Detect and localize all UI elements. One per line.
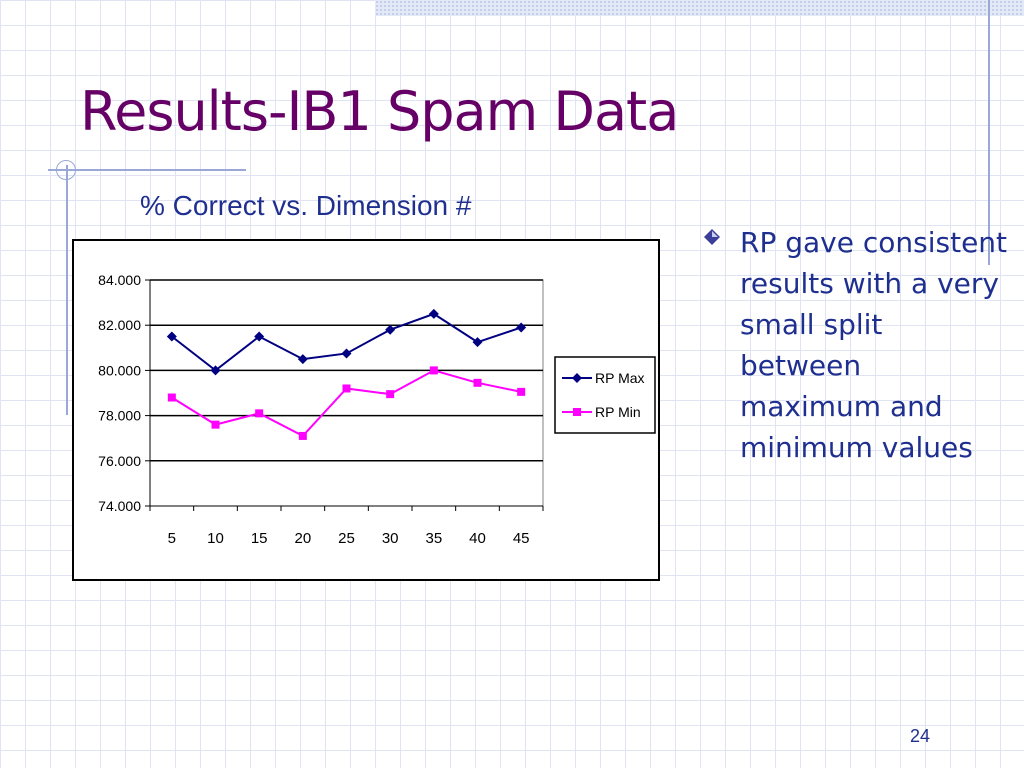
line-chart: 74.000 76.000 78.000 80.000 82.000 84.000 5 10 1… xyxy=(98,272,656,547)
legend-rp-min-marker xyxy=(573,408,581,416)
y-tick-label: 80.000 xyxy=(98,362,141,378)
rp-max-point xyxy=(254,331,265,342)
rp-min-point xyxy=(167,393,176,402)
decoration-circle xyxy=(56,160,76,180)
bullet-text: RP gave consistent results with a very s… xyxy=(740,226,1008,464)
rp-min-point xyxy=(211,420,220,429)
rp-max-point xyxy=(341,348,352,359)
left-decoration-line xyxy=(66,165,68,415)
x-tick-label: 5 xyxy=(168,530,176,547)
x-tick-label: 10 xyxy=(207,530,224,547)
rp-min-point xyxy=(386,390,395,399)
legend-box xyxy=(554,356,656,434)
y-tick-label: 78.000 xyxy=(98,408,141,424)
y-tick-label: 84.000 xyxy=(98,272,141,288)
rp-min-point xyxy=(429,366,438,375)
legend-rp-max-label: RP Max xyxy=(595,370,645,386)
top-decoration-band xyxy=(375,0,1024,16)
legend-rp-min-label: RP Min xyxy=(595,404,641,420)
rp-min-point xyxy=(473,378,482,387)
x-tick-label: 25 xyxy=(338,530,355,547)
y-tick-label: 82.000 xyxy=(98,317,141,333)
rp-max-point xyxy=(516,322,527,333)
x-tick-label: 40 xyxy=(469,530,486,547)
x-tick-label: 45 xyxy=(513,530,530,547)
x-tick-label: 20 xyxy=(294,530,311,547)
rp-min-point xyxy=(298,431,307,440)
rp-min-point xyxy=(255,409,264,418)
y-tick-label: 74.000 xyxy=(98,498,141,514)
rp-min-point xyxy=(342,384,351,393)
diamond-bullet-icon xyxy=(704,229,720,245)
rp-max-point xyxy=(297,354,308,365)
rp-max-point xyxy=(472,337,483,348)
rp-max-point xyxy=(385,324,396,335)
rp-min-point xyxy=(517,387,526,396)
x-tick-label: 35 xyxy=(425,530,442,547)
y-tick-label: 76.000 xyxy=(98,453,141,469)
plot-area xyxy=(149,279,544,507)
page-number: 24 xyxy=(910,726,931,746)
chart-area: 74.000 76.000 78.000 80.000 82.000 84.000 5 10 1… xyxy=(72,239,660,581)
rp-max-point xyxy=(166,331,177,342)
x-tick-label: 30 xyxy=(382,530,399,547)
rp-max-point xyxy=(428,308,439,319)
x-tick-label: 15 xyxy=(251,530,268,547)
title-underline xyxy=(48,169,246,171)
right-decoration-line xyxy=(988,0,990,265)
legend-rp-max-marker xyxy=(572,373,582,383)
slide-title: Results-IB1 Spam Data xyxy=(80,80,679,143)
rp-max-point xyxy=(210,365,221,376)
chart-title: % Correct vs. Dimension # xyxy=(140,190,472,221)
